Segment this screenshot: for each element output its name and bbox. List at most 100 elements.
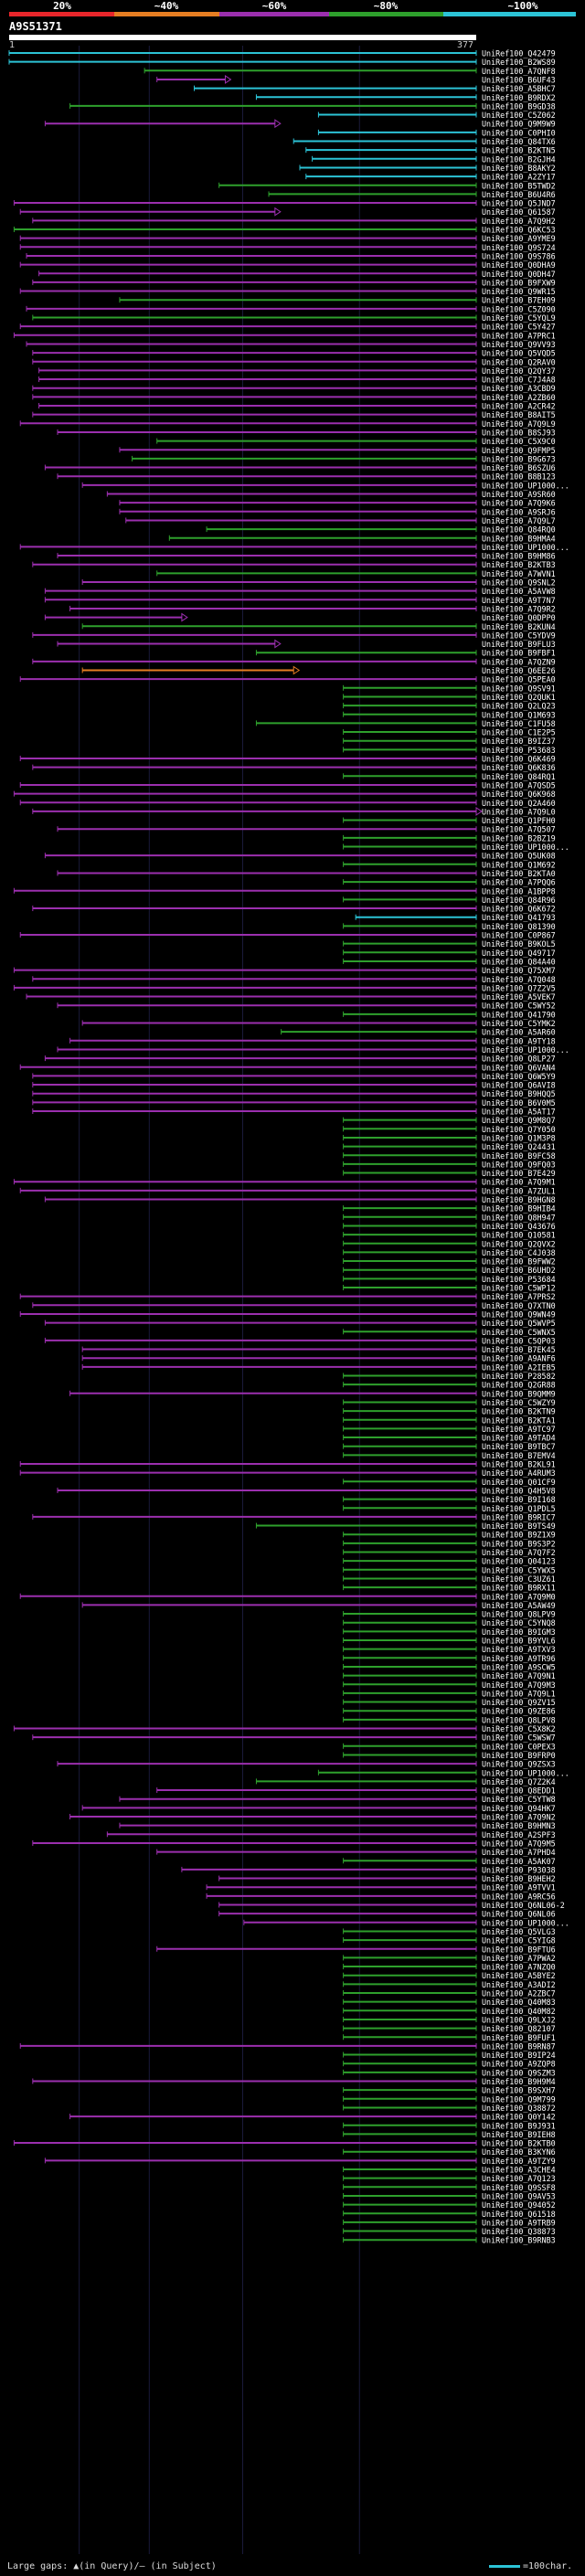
hit-label[interactable]: UniRef100_A5AT17 — [482, 1108, 556, 1117]
hit-label[interactable]: UniRef100_Q2QVX2 — [482, 1239, 556, 1248]
hit-label[interactable]: UniRef100_UP1000... — [482, 1918, 569, 1927]
hit-label[interactable]: UniRef100_Q7Y050 — [482, 1125, 556, 1134]
hit-label[interactable]: UniRef100_Q94052 — [482, 2200, 556, 2210]
hit-label[interactable]: UniRef100_A7PQQ6 — [482, 878, 556, 887]
hit-label[interactable]: UniRef100_B2KUN4 — [482, 622, 556, 631]
hit-label[interactable]: UniRef100_C5WNX5 — [482, 1328, 556, 1337]
hit-label[interactable]: UniRef100_Q5PEA0 — [482, 675, 556, 684]
hit-label[interactable]: UniRef100_Q2QUK1 — [482, 693, 556, 702]
hit-label[interactable]: UniRef100_A9SCW5 — [482, 1662, 556, 1671]
hit-label[interactable]: UniRef100_Q41793 — [482, 913, 556, 922]
hit-label[interactable]: UniRef100_UP1000... — [482, 481, 569, 490]
hit-label[interactable]: UniRef100_A9T7N7 — [482, 596, 556, 605]
hit-label[interactable]: UniRef100_Q9ZV15 — [482, 1698, 556, 1707]
hit-label[interactable]: UniRef100_Q42479 — [482, 49, 556, 58]
hit-label[interactable]: UniRef100_B2KTA0 — [482, 869, 556, 878]
hit-label[interactable]: UniRef100_C0P867 — [482, 931, 556, 940]
hit-label[interactable]: UniRef100_Q43676 — [482, 1222, 556, 1231]
hit-label[interactable]: UniRef100_Q7Z2K4 — [482, 1777, 556, 1786]
hit-label[interactable]: UniRef100_Q9SNL2 — [482, 578, 556, 588]
hit-label[interactable]: UniRef100_B9HMA4 — [482, 534, 556, 543]
hit-label[interactable]: UniRef100_A7Q507 — [482, 825, 556, 834]
hit-label[interactable]: UniRef100_A3ADI2 — [482, 1980, 556, 1989]
hit-label[interactable]: UniRef100_C3UZ61 — [482, 1574, 556, 1584]
hit-label[interactable]: UniRef100_B9S3P2 — [482, 1539, 556, 1548]
hit-label[interactable]: UniRef100_A5AR60 — [482, 1028, 556, 1037]
hit-label[interactable]: UniRef100_A7PHD4 — [482, 1848, 556, 1857]
hit-label[interactable]: UniRef100_B3KYN6 — [482, 2147, 556, 2157]
hit-label[interactable]: UniRef100_Q49717 — [482, 949, 556, 958]
hit-label[interactable]: UniRef100_B9GD38 — [482, 101, 556, 111]
hit-label[interactable]: UniRef100_A9TRB9 — [482, 2218, 556, 2227]
hit-label[interactable]: UniRef100_B2WS89 — [482, 58, 556, 67]
hit-label[interactable]: UniRef100_Q84A40 — [482, 957, 556, 966]
hit-label[interactable]: UniRef100_A7Q9L9 — [482, 419, 556, 429]
hit-label[interactable]: UniRef100_A7Q9M3 — [482, 1680, 556, 1690]
hit-label[interactable]: UniRef100_C5Z062 — [482, 111, 556, 120]
hit-label[interactable]: UniRef100_B9FC58 — [482, 1151, 556, 1161]
hit-label[interactable]: UniRef100_C5WSW7 — [482, 1733, 556, 1743]
hit-label[interactable]: UniRef100_Q5UK08 — [482, 852, 556, 861]
hit-label[interactable]: UniRef100_Q6KC53 — [482, 226, 556, 235]
hit-label[interactable]: UniRef100_Q4H5V8 — [482, 1486, 556, 1495]
hit-label[interactable]: UniRef100_Q8LPV8 — [482, 1715, 556, 1724]
hit-label[interactable]: UniRef100_B9QMM9 — [482, 1389, 556, 1398]
hit-label[interactable]: UniRef100_A9YME9 — [482, 234, 556, 243]
hit-label[interactable]: UniRef100_Q6K672 — [482, 905, 556, 914]
hit-label[interactable]: UniRef100_B5TWD2 — [482, 181, 556, 190]
hit-label[interactable]: UniRef100_UP1000... — [482, 843, 569, 852]
hit-label[interactable]: UniRef100_A9RC56 — [482, 1892, 556, 1901]
hit-label[interactable]: UniRef100_Q9AV53 — [482, 2191, 556, 2200]
hit-label[interactable]: UniRef100_C5WZY9 — [482, 1398, 556, 1407]
hit-label[interactable]: UniRef100_Q6EE26 — [482, 666, 556, 675]
hit-label[interactable]: UniRef100_Q9M8Q7 — [482, 1116, 556, 1125]
hit-label[interactable]: UniRef100_Q2GR88 — [482, 1381, 556, 1390]
hit-label[interactable]: UniRef100_C1FU58 — [482, 719, 556, 728]
hit-label[interactable]: UniRef100_A7Q9L1 — [482, 1689, 556, 1698]
hit-label[interactable]: UniRef100_A7QSD5 — [482, 780, 556, 790]
hit-label[interactable]: UniRef100_Q9M799 — [482, 2094, 556, 2104]
hit-label[interactable]: UniRef100_A9ANF6 — [482, 1354, 556, 1363]
hit-label[interactable]: UniRef100_Q5VLG3 — [482, 1927, 556, 1936]
hit-label[interactable]: UniRef100_Q2LQ23 — [482, 702, 556, 711]
hit-label[interactable]: UniRef100_Q6K469 — [482, 755, 556, 764]
hit-label[interactable]: UniRef100_Q9ZSX3 — [482, 1760, 556, 1769]
hit-label[interactable]: UniRef100_B8AIT5 — [482, 410, 556, 419]
hit-label[interactable]: UniRef100_B8B123 — [482, 472, 556, 482]
hit-label[interactable]: UniRef100_A7Q9N1 — [482, 1671, 556, 1680]
hit-label[interactable]: UniRef100_B9RIC7 — [482, 1512, 556, 1521]
hit-label[interactable]: UniRef100_C5X8K2 — [482, 1724, 556, 1733]
hit-label[interactable]: UniRef100_B9FLU3 — [482, 640, 556, 649]
hit-label[interactable]: UniRef100_Q6K836 — [482, 763, 556, 772]
hit-label[interactable]: UniRef100_A9TC97 — [482, 1425, 556, 1434]
hit-label[interactable]: UniRef100_C0PHI0 — [482, 128, 556, 137]
hit-label[interactable]: UniRef100_A7PWA2 — [482, 1954, 556, 1963]
hit-label[interactable]: UniRef100_B9IGM3 — [482, 1627, 556, 1637]
hit-label[interactable]: UniRef100_B9RX11 — [482, 1584, 556, 1593]
hit-label[interactable]: UniRef100_Q8LP27 — [482, 1055, 556, 1064]
hit-label[interactable]: UniRef100_Q9S724 — [482, 243, 556, 252]
hit-label[interactable]: UniRef100_B6SZU6 — [482, 463, 556, 472]
hit-label[interactable]: UniRef100_A9ZQP8 — [482, 2060, 556, 2069]
hit-label[interactable]: UniRef100_Q61518 — [482, 2210, 556, 2219]
hit-label[interactable]: UniRef100_B6UHD2 — [482, 1266, 556, 1275]
hit-label[interactable]: UniRef100_A9TR96 — [482, 1654, 556, 1663]
hit-label[interactable]: UniRef100_C5YIG8 — [482, 1936, 556, 1945]
hit-label[interactable]: UniRef100_C1E2P5 — [482, 728, 556, 737]
hit-label[interactable]: UniRef100_A7Q9N2 — [482, 1813, 556, 1822]
hit-label[interactable]: UniRef100_Q2RAV0 — [482, 357, 556, 366]
hit-label[interactable]: UniRef100_Q84R96 — [482, 896, 556, 905]
hit-label[interactable]: UniRef100_C5Y427 — [482, 323, 556, 332]
hit-label[interactable]: UniRef100_A7PRS2 — [482, 1292, 556, 1301]
hit-label[interactable]: UniRef100_C5YWX5 — [482, 1565, 556, 1574]
hit-label[interactable]: UniRef100_Q9FQ03 — [482, 1160, 556, 1169]
hit-label[interactable]: UniRef100_A5AW49 — [482, 1601, 556, 1610]
hit-label[interactable]: UniRef100_Q9S786 — [482, 251, 556, 260]
hit-label[interactable]: UniRef100_Q5VQD5 — [482, 349, 556, 358]
hit-label[interactable]: UniRef100_A5AVW8 — [482, 587, 556, 596]
hit-label[interactable]: UniRef100_Q10581 — [482, 1231, 556, 1240]
hit-label[interactable]: UniRef100_UP1000... — [482, 543, 569, 552]
hit-label[interactable]: UniRef100_UP1000... — [482, 1768, 569, 1777]
hit-label[interactable]: UniRef100_Q82107 — [482, 2024, 556, 2033]
hit-label[interactable]: UniRef100_B2KTN5 — [482, 146, 556, 155]
